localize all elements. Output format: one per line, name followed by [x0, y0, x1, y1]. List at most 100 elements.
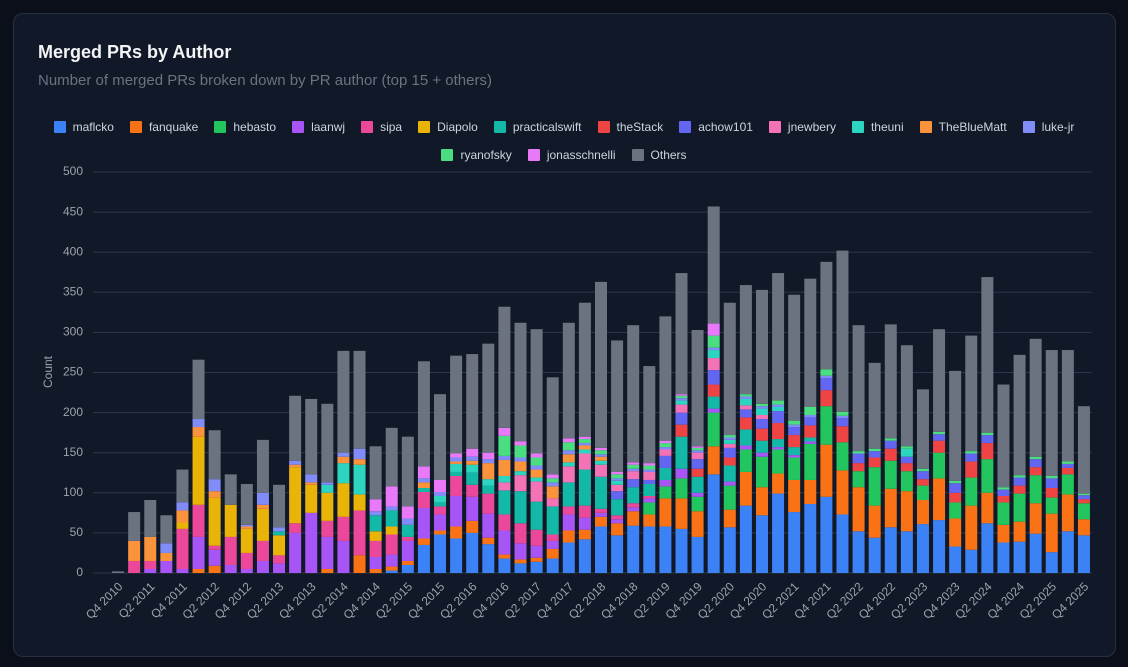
bar-segment — [659, 447, 672, 450]
legend-item[interactable]: hebasto — [214, 118, 276, 136]
bar-segment — [852, 471, 865, 488]
y-tick-label: 350 — [63, 284, 83, 298]
bar-segment — [562, 514, 575, 531]
bar-segment — [482, 513, 495, 538]
bar-segment — [192, 436, 205, 505]
bar-segment — [273, 563, 286, 573]
legend-item[interactable]: jnewbery — [768, 118, 836, 136]
bar-segment — [595, 447, 607, 451]
bar-segment — [611, 480, 624, 485]
legend-item[interactable]: theStack — [597, 118, 663, 136]
bar-segment — [369, 568, 382, 573]
bar-segment — [739, 396, 752, 399]
bar-segment — [144, 560, 157, 569]
bar-segment — [369, 556, 382, 569]
bar-segment — [1045, 497, 1058, 514]
bar-segment — [933, 478, 946, 521]
bar-segment — [401, 524, 414, 537]
bar-segment — [739, 285, 752, 395]
bar-segment — [353, 448, 366, 460]
bar-segment — [820, 496, 833, 573]
bar-segment — [659, 443, 672, 448]
bar-segment — [707, 206, 720, 324]
y-tick-label: 300 — [63, 325, 83, 339]
legend-item[interactable]: laanwj — [292, 118, 345, 136]
legend-item[interactable]: theuni — [851, 118, 904, 136]
bar-segment — [530, 469, 543, 478]
bar-segment — [385, 506, 398, 511]
bar-segment — [836, 426, 849, 443]
bar-segment — [852, 487, 865, 532]
bar-segment — [353, 555, 366, 573]
legend-label: achow101 — [698, 120, 753, 134]
legend-item[interactable]: ryanofsky — [441, 146, 512, 164]
legend-item[interactable]: Diapolo — [418, 118, 478, 136]
bar-segment — [498, 530, 511, 555]
legend-item[interactable]: maflcko — [53, 118, 114, 136]
bar-segment — [659, 449, 672, 456]
bar-segment — [691, 459, 704, 469]
bar-segment — [450, 496, 463, 527]
legend-item[interactable]: TheBlueMatt — [919, 118, 1007, 136]
bar-segment — [723, 527, 736, 573]
bar-segment — [1029, 503, 1042, 534]
bar-segment — [321, 520, 334, 537]
y-tick-label: 400 — [63, 244, 83, 258]
bar-segment — [675, 528, 688, 573]
bar-segment — [965, 505, 978, 550]
bar-segment — [530, 501, 543, 530]
bar-segment — [578, 453, 591, 470]
bar-segment — [868, 362, 881, 449]
bar-segment — [578, 529, 591, 540]
bar-segment — [949, 480, 962, 484]
legend-item[interactable]: sipa — [361, 118, 402, 136]
bar-segment — [353, 459, 366, 465]
legend-item[interactable]: luke-jr — [1022, 118, 1074, 136]
bar-segment — [208, 491, 221, 498]
bar-segment — [804, 443, 817, 480]
bar-segment — [482, 493, 495, 514]
bar-segment — [1077, 535, 1090, 573]
bar-segment — [707, 408, 720, 413]
bar-segment — [772, 404, 785, 407]
bar-segment — [417, 538, 430, 545]
legend-item[interactable]: jonasschnelli — [527, 146, 616, 164]
bar-segment — [900, 471, 913, 492]
bar-segment — [611, 474, 624, 479]
bar-segment — [1029, 533, 1042, 573]
legend-swatch — [129, 121, 142, 133]
bar-segment — [256, 492, 269, 505]
bar-segment — [884, 460, 897, 489]
bar-segment — [981, 492, 994, 524]
legend-item[interactable]: achow101 — [679, 118, 753, 136]
bar-segment — [208, 479, 221, 492]
bar-segment — [1045, 552, 1058, 573]
legend-item[interactable]: fanquake — [129, 118, 198, 136]
bar-segment — [562, 438, 575, 443]
bar-segment — [192, 419, 205, 428]
bar-segment — [595, 512, 607, 517]
bar-segment — [659, 440, 672, 444]
bar-segment — [450, 453, 463, 458]
bar-segment — [659, 486, 672, 499]
bar-segment — [900, 531, 913, 573]
bar-segment — [820, 406, 833, 445]
bar-segment — [900, 446, 913, 449]
bar-segment — [627, 464, 640, 469]
bar-segment — [434, 506, 447, 515]
legend-item[interactable]: Others — [631, 146, 687, 164]
bar-segment — [1013, 475, 1026, 478]
bar-segment — [739, 417, 752, 430]
bar-segment — [723, 465, 736, 482]
bar-segment — [965, 451, 978, 454]
bar-segment — [739, 505, 752, 573]
bar-segment — [981, 432, 994, 436]
legend-item[interactable]: practicalswift — [493, 118, 582, 136]
bar-segment — [788, 435, 801, 448]
bar-segment — [627, 511, 640, 526]
bar-segment — [578, 517, 591, 530]
bar-segment — [417, 487, 430, 492]
bar-segment — [240, 526, 253, 529]
bar-segment — [1013, 521, 1026, 542]
